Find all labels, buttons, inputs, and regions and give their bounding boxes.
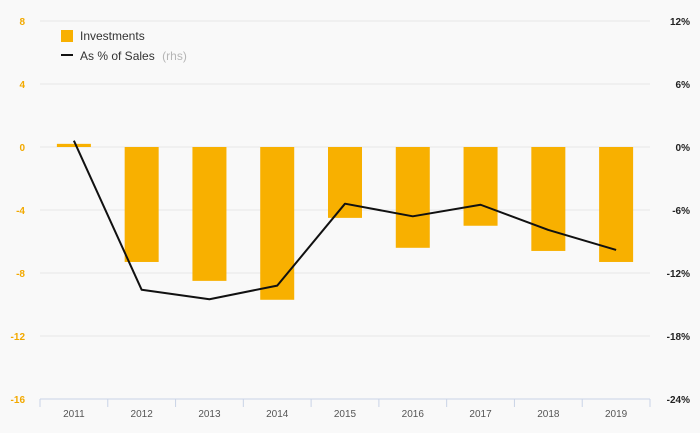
y-right-tick-label: -24% <box>667 395 690 406</box>
bar-series <box>56 143 634 300</box>
bar <box>124 147 159 262</box>
x-tick-label: 2019 <box>605 409 628 420</box>
y-right-tick-label: -12% <box>667 269 690 280</box>
x-tick-label: 2011 <box>63 409 85 420</box>
bar <box>260 147 295 300</box>
bar <box>192 147 227 281</box>
x-tick-label: 2015 <box>334 409 357 420</box>
y-left-tick-label: -12 <box>11 332 26 343</box>
bar <box>531 147 566 251</box>
bar <box>56 143 91 147</box>
y-left-tick-label: -8 <box>16 269 25 280</box>
x-tick-label: 2018 <box>537 409 560 420</box>
y-left-tick-label: 8 <box>19 17 25 28</box>
y-right-tick-label: 0% <box>676 143 691 154</box>
x-tick-label: 2016 <box>402 409 425 420</box>
legend-label-investments: Investments <box>80 29 145 43</box>
x-tick-label: 2014 <box>266 409 289 420</box>
legend-label-sales: As % of Sales (rhs) <box>80 47 187 64</box>
y-right-tick-label: -6% <box>672 206 690 217</box>
y-right-tick-label: 6% <box>676 80 691 91</box>
x-tick-label: 2013 <box>198 409 221 420</box>
x-tick-label: 2017 <box>469 409 492 420</box>
x-axis: 2011 2012 2013 2014 2015 2016 2017 2018 2019 <box>39 398 651 420</box>
bar <box>463 147 498 226</box>
line-series <box>72 140 617 301</box>
y-right-tick-label: -18% <box>667 332 690 343</box>
y-left-tick-label: 4 <box>19 80 25 91</box>
series-line <box>72 140 617 301</box>
bar <box>395 147 430 248</box>
bar <box>599 147 634 262</box>
bar <box>328 147 362 218</box>
right-axis: 12% 6% 0% -6% -12% -18% -24% <box>667 17 690 406</box>
legend-swatch-investments <box>61 30 73 42</box>
y-left-tick-label: -4 <box>16 206 25 217</box>
y-left-tick-label: -16 <box>11 395 26 406</box>
y-left-tick-label: 0 <box>19 143 25 154</box>
left-axis: 8 4 0 -4 -8 -12 -16 <box>11 17 26 406</box>
x-tick-label: 2012 <box>131 409 154 420</box>
y-right-tick-label: 12% <box>670 17 690 28</box>
legend: Investments As % of Sales (rhs) <box>61 29 187 64</box>
